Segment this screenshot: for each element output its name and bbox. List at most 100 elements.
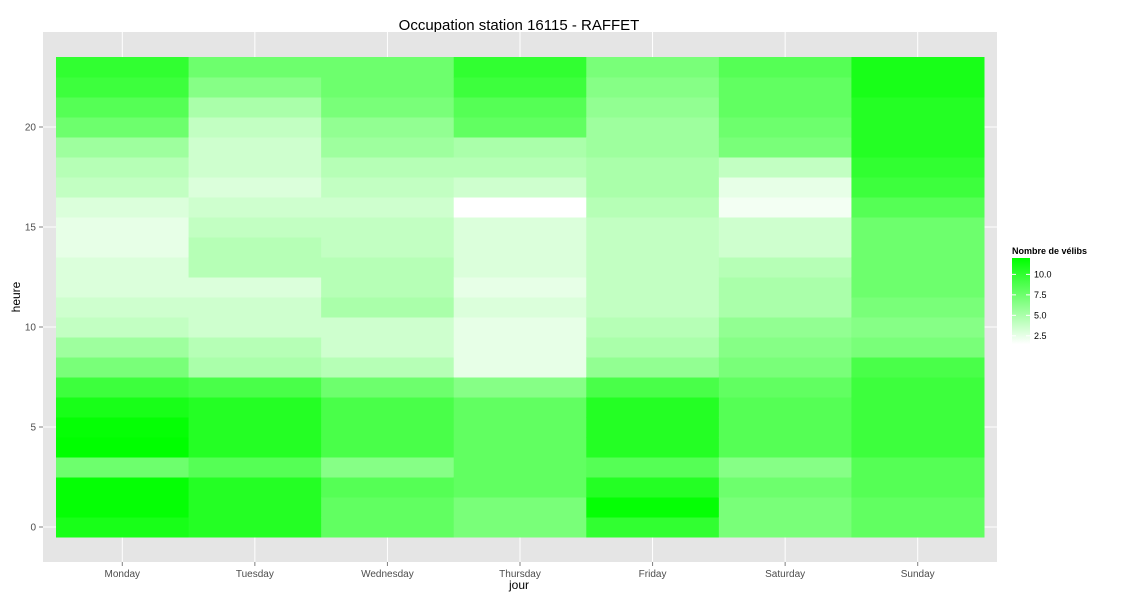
heatmap-tile [188, 337, 322, 358]
heatmap-tile [453, 97, 587, 118]
heatmap-tile [188, 477, 322, 498]
y-axis-title: heure [9, 281, 23, 312]
heatmap-tile [718, 137, 852, 158]
heatmap-tile [718, 77, 852, 98]
heatmap-tile [851, 137, 985, 158]
heatmap-tile [321, 137, 455, 158]
heatmap-tile [321, 397, 455, 418]
heatmap-tile [718, 457, 852, 478]
heatmap-tile [56, 137, 190, 158]
heatmap-tile [718, 297, 852, 318]
heatmap-tile [188, 397, 322, 418]
heatmap-tile [56, 197, 190, 218]
heatmap-tile [586, 197, 720, 218]
heatmap-tile [718, 357, 852, 378]
heatmap-tile [56, 517, 190, 538]
heatmap-tile [718, 377, 852, 398]
heatmap-tile [321, 237, 455, 258]
heatmap-tile [321, 337, 455, 358]
heatmap-tile [56, 397, 190, 418]
heatmap-tiles [56, 57, 985, 538]
x-tick-label: Wednesday [361, 569, 414, 580]
heatmap-tile [321, 297, 455, 318]
heatmap-tile [851, 517, 985, 538]
heatmap-tile [453, 77, 587, 98]
x-tick-label: Monday [104, 569, 140, 580]
heatmap-tile [321, 517, 455, 538]
heatmap-tile [321, 177, 455, 198]
heatmap-tile [718, 217, 852, 238]
legend-tick-label: 2.5 [1034, 331, 1047, 341]
heatmap-tile [188, 57, 322, 78]
heatmap-tile [851, 177, 985, 198]
heatmap-tile [586, 117, 720, 138]
heatmap-tile [718, 157, 852, 178]
heatmap-tile [453, 397, 587, 418]
heatmap-tile [453, 517, 587, 538]
heatmap-tile [56, 77, 190, 98]
heatmap-tile [321, 357, 455, 378]
x-tick-label: Sunday [901, 569, 935, 580]
heatmap-tile [321, 57, 455, 78]
heatmap-tile [56, 257, 190, 278]
heatmap-tile [453, 457, 587, 478]
heatmap-tile [321, 157, 455, 178]
heatmap-tile [56, 157, 190, 178]
heatmap-tile [851, 477, 985, 498]
heatmap-tile [321, 277, 455, 298]
heatmap-tile [453, 357, 587, 378]
heatmap-tile [851, 357, 985, 378]
heatmap-tile [453, 197, 587, 218]
heatmap-tile [188, 237, 322, 258]
heatmap-tile [851, 277, 985, 298]
heatmap-tile [188, 137, 322, 158]
heatmap-tile [453, 477, 587, 498]
heatmap-tile [851, 437, 985, 458]
chart-title: Occupation station 16115 - RAFFET [399, 17, 640, 34]
heatmap-tile [851, 97, 985, 118]
heatmap-tile [586, 257, 720, 278]
x-tick-label: Thursday [499, 569, 541, 580]
heatmap-tile [321, 117, 455, 138]
legend-title: Nombre de vélibs [1012, 246, 1087, 256]
heatmap-tile [586, 317, 720, 338]
heatmap-tile [718, 57, 852, 78]
heatmap-tile [851, 237, 985, 258]
heatmap-tile [851, 77, 985, 98]
heatmap-tile [851, 57, 985, 78]
heatmap-tile [586, 97, 720, 118]
heatmap-tile [586, 377, 720, 398]
heatmap-tile [188, 217, 322, 238]
heatmap-tile [188, 77, 322, 98]
heatmap-tile [453, 257, 587, 278]
heatmap-tile [718, 497, 852, 518]
heatmap-tile [321, 497, 455, 518]
heatmap-tile [718, 337, 852, 358]
heatmap-tile [718, 417, 852, 438]
heatmap-tile [56, 337, 190, 358]
y-axis: 0 5 10 15 20 [25, 123, 43, 534]
heatmap-tile [851, 457, 985, 478]
heatmap-tile [453, 437, 587, 458]
heatmap-tile [718, 437, 852, 458]
heatmap-tile [718, 97, 852, 118]
heatmap-tile [188, 417, 322, 438]
heatmap-tile [586, 277, 720, 298]
heatmap-tile [56, 437, 190, 458]
heatmap-tile [453, 497, 587, 518]
legend-ticks: 2.5 5.0 7.5 10.0 [1012, 269, 1052, 341]
x-tick-label: Saturday [765, 569, 805, 580]
heatmap-tile [453, 377, 587, 398]
heatmap-tile [586, 57, 720, 78]
heatmap-tile [56, 297, 190, 318]
heatmap-tile [453, 337, 587, 358]
heatmap-tile [321, 317, 455, 338]
heatmap-tile [188, 377, 322, 398]
heatmap-tile [321, 217, 455, 238]
heatmap-tile [453, 57, 587, 78]
heatmap-tile [188, 157, 322, 178]
heatmap-tile [56, 97, 190, 118]
heatmap-tile [851, 417, 985, 438]
x-axis-title: jour [508, 578, 529, 592]
